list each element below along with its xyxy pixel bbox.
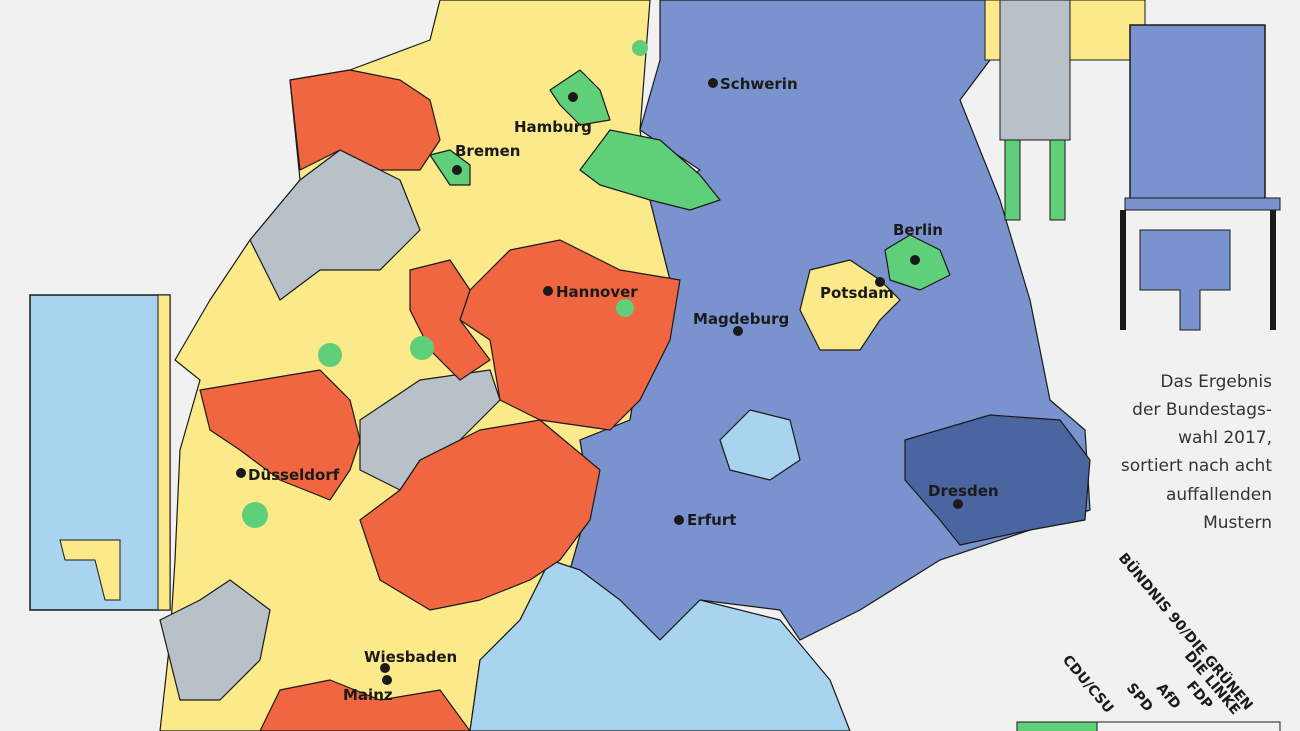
city-label: Hamburg bbox=[514, 118, 592, 136]
region-rheinland bbox=[159, 579, 271, 701]
region-hessen bbox=[359, 419, 601, 611]
city-label: Dresden bbox=[928, 482, 999, 500]
region-hamburg bbox=[549, 69, 611, 126]
legend-party: SPD bbox=[1123, 680, 1156, 715]
city-label: Düsseldorf bbox=[248, 466, 340, 484]
city-label: Berlin bbox=[893, 221, 943, 239]
green-spot bbox=[632, 40, 648, 56]
city-labels: Schwerin Hamburg Bremen Berlin Hannover … bbox=[248, 75, 999, 704]
region-bremen bbox=[429, 149, 471, 186]
description-line: auffallenden bbox=[1166, 485, 1272, 505]
legend-party: AfD bbox=[1153, 680, 1184, 712]
city-label: Potsdam bbox=[820, 284, 894, 302]
city-label: Wiesbaden bbox=[364, 648, 457, 666]
region-hannover bbox=[459, 239, 681, 431]
region-central bbox=[359, 369, 501, 491]
left-booth bbox=[29, 294, 171, 611]
region-south bbox=[259, 679, 471, 731]
description-line: sortiert nach acht bbox=[1121, 456, 1272, 476]
region-grey bbox=[249, 149, 421, 301]
region-nrw bbox=[199, 369, 361, 501]
map bbox=[159, 0, 1091, 731]
legend-party: CDU/CSU bbox=[1059, 652, 1116, 716]
legend: CDU/CSU SPD AfD FDP DIE LINKE BÜNDNIS 90… bbox=[1016, 549, 1281, 731]
green-spot bbox=[242, 502, 268, 528]
description-line: der Bundestags- bbox=[1132, 400, 1272, 420]
city-label: Schwerin bbox=[720, 75, 798, 93]
green-spot bbox=[410, 336, 434, 360]
city-label: Bremen bbox=[455, 142, 521, 160]
city-label: Mainz bbox=[343, 686, 393, 704]
city-label: Hannover bbox=[556, 283, 638, 301]
region-potsdam bbox=[799, 259, 901, 351]
region-bavaria bbox=[469, 559, 851, 731]
description-line: Mustern bbox=[1203, 513, 1272, 533]
right-booths bbox=[984, 0, 1281, 331]
region-dresden bbox=[904, 414, 1091, 546]
green-spot bbox=[318, 343, 342, 367]
green-spot bbox=[616, 299, 634, 317]
city-label: Magdeburg bbox=[693, 310, 789, 328]
region-thuringia bbox=[719, 409, 801, 481]
description: Das Ergebnis der Bundestags- wahl 2017, … bbox=[1121, 372, 1272, 533]
city-dots bbox=[236, 78, 963, 685]
description-line: Das Ergebnis bbox=[1160, 372, 1272, 392]
city-label: Erfurt bbox=[687, 511, 736, 529]
region-elbe bbox=[579, 129, 721, 211]
description-line: wahl 2017, bbox=[1178, 428, 1272, 448]
